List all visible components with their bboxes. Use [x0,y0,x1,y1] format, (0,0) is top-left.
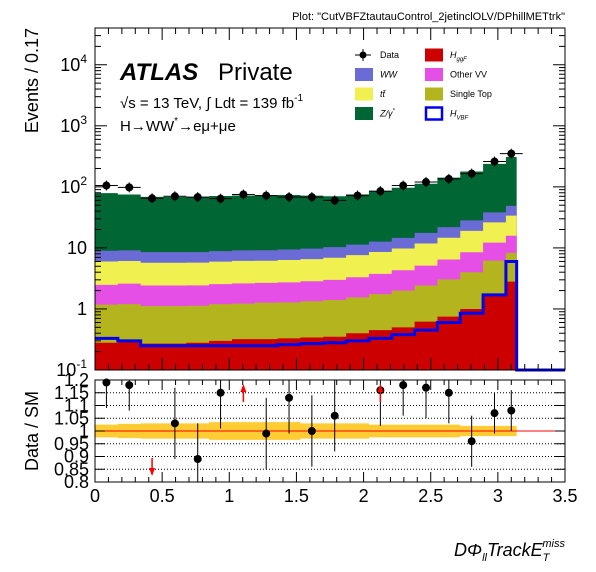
ytick-label-ratio: 0.8 [64,472,89,492]
ytick-label-ratio: 1.15 [54,383,89,403]
legend-label: HggF [450,50,467,63]
y-axis-title-ratio: Data / SM [22,391,42,471]
ratio-arrow-up-head [377,384,384,392]
legend-label: Data [380,50,399,60]
legend-swatch [425,87,443,101]
data-point [490,157,499,166]
ytick-label-ratio: 1.1 [64,396,89,416]
legend-swatch-line [424,106,444,121]
ratio-point [507,406,516,415]
data-point [285,193,294,202]
legend-swatch [355,107,373,120]
ytick-label-top: 1 [77,299,87,319]
legend-swatch [425,48,443,62]
x-axis-title: DΦllTrackETmiss [454,538,565,564]
legend-label: WW [380,70,398,80]
xtick-label: 2.5 [418,486,443,506]
data-point [170,192,179,201]
stack-HggF [95,281,517,370]
ratio-arrow-down-head [149,468,156,476]
ytick-label-top: 10-1 [56,357,87,380]
signal-vbf-line [95,259,565,372]
data-point [376,187,385,196]
data-point [216,194,225,203]
legend-label: Single Top [450,89,492,99]
data-point [422,178,431,187]
legend-label: tt̄ [380,89,386,99]
data-point [239,190,248,199]
ratio-point [490,409,499,418]
legend-label: Other VV [450,70,487,80]
data-point [399,181,408,190]
xtick-label: 1 [224,486,234,506]
ratio-point [467,437,476,446]
process-label: H→WW*→eμ+μe [120,116,236,135]
ratio-point [285,393,294,402]
ratio-point [262,429,271,438]
stack-group [95,156,517,370]
ytick-label-ratio: 0.9 [64,447,89,467]
ratio-arrow-up-head [240,384,247,392]
plot-name: Plot: "CutVBFZtautauControl_2jetinclOLV/… [292,11,565,23]
ratio-point [307,427,316,435]
ytick-label-top: 10 [67,238,87,258]
ytick-label-ratio: 1.05 [54,408,89,428]
ytick-label-ratio: 0.95 [54,434,89,454]
xtick-label: 3 [493,486,503,506]
ytick-label-top: 104 [60,52,87,75]
data-point [148,194,157,203]
data-point [467,169,476,178]
legend-swatch [425,68,443,81]
ytick-label-ratio: 0.85 [54,459,89,479]
legend-swatch [355,87,373,101]
xtick-label: 3.5 [552,486,577,506]
y-axis-title-top: Events / 0.17 [22,28,42,133]
ratio-point [330,411,339,420]
ratio-point [125,381,134,390]
ytick-label-top: 102 [60,174,87,197]
legend-label: HVBF [450,109,469,122]
ratio-point [170,419,179,428]
energy-label: √s = 13 TeV, ∫ Ldt = 139 fb-1 [120,93,303,112]
data-point [330,196,339,205]
status-label: Private [218,59,293,86]
data-point [444,174,453,183]
legend-swatch [355,68,373,81]
xtick-label: 0.5 [150,486,175,506]
atlas-label: ATLAS [119,59,198,86]
ratio-point [422,383,431,392]
xtick-label: 1.5 [284,486,309,506]
legend-data-marker [359,51,367,59]
xtick-label: 2 [359,486,369,506]
ratio-point [193,455,202,464]
data-point [102,181,111,190]
ytick-label-top: 103 [60,113,87,136]
data-point [507,149,516,158]
ytick-label-ratio: 1 [79,421,89,441]
ratio-point [216,388,225,397]
top-frame [94,27,566,371]
ytick-label-ratio: 1.2 [64,370,89,390]
data-point [353,191,362,200]
data-point [262,191,271,200]
xtick-label: 0 [90,486,100,506]
ratio-point [399,381,408,390]
legend-label: Z/γ* [379,109,396,119]
data-point [193,193,202,202]
data-point [125,183,134,192]
ratio-point [444,388,453,397]
data-point [307,193,316,202]
